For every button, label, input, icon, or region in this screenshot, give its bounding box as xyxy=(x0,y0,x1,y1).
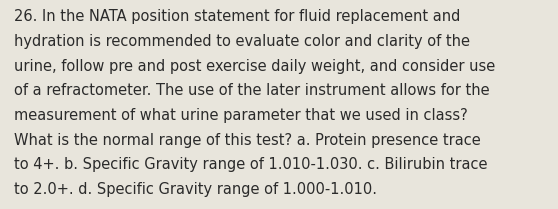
Text: hydration is recommended to evaluate color and clarity of the: hydration is recommended to evaluate col… xyxy=(14,34,470,49)
Text: 26. In the NATA position statement for fluid replacement and: 26. In the NATA position statement for f… xyxy=(14,9,460,24)
Text: measurement of what urine parameter that we used in class?: measurement of what urine parameter that… xyxy=(14,108,468,123)
Text: to 4+. b. Specific Gravity range of 1.010-1.030. c. Bilirubin trace: to 4+. b. Specific Gravity range of 1.01… xyxy=(14,157,488,172)
Text: to 2.0+. d. Specific Gravity range of 1.000-1.010.: to 2.0+. d. Specific Gravity range of 1.… xyxy=(14,182,377,197)
Text: of a refractometer. The use of the later instrument allows for the: of a refractometer. The use of the later… xyxy=(14,83,489,98)
Text: What is the normal range of this test? a. Protein presence trace: What is the normal range of this test? a… xyxy=(14,133,480,148)
Text: urine, follow pre and post exercise daily weight, and consider use: urine, follow pre and post exercise dail… xyxy=(14,59,495,74)
